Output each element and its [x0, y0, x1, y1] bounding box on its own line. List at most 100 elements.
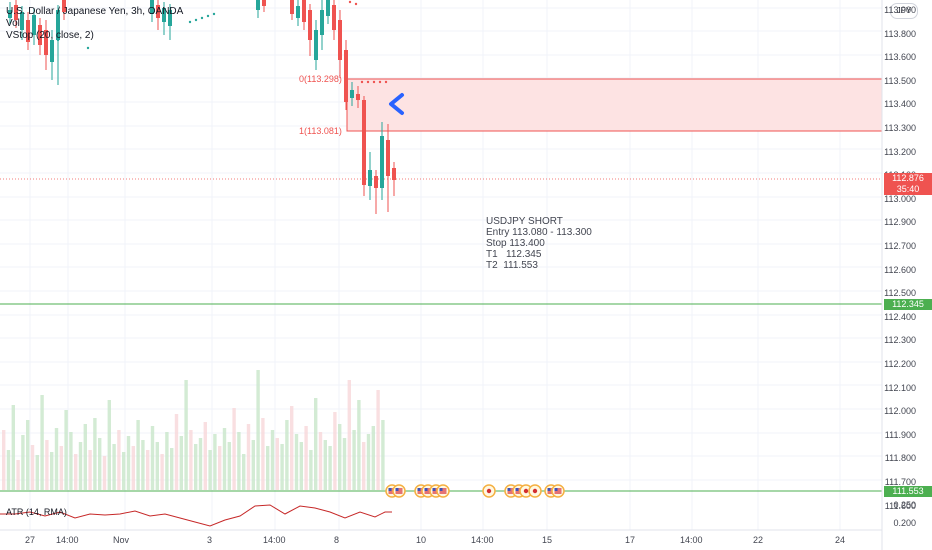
volume-bar: [78, 442, 83, 490]
volume-bar: [280, 444, 284, 490]
candle-body: [320, 10, 324, 35]
volume-bar: [246, 424, 251, 490]
volume-bar: [83, 424, 87, 490]
volume-bar: [266, 446, 270, 490]
volume-bar: [146, 450, 150, 490]
volume-bar: [126, 436, 131, 490]
arrow-left-icon: [389, 93, 404, 115]
volume-bar: [318, 432, 323, 490]
volume-bar: [189, 430, 193, 490]
price-axis-label: 113.500: [884, 75, 916, 86]
candle-body: [26, 20, 30, 42]
volume-bar: [198, 438, 203, 490]
time-axis-label: 24: [835, 535, 846, 545]
us-flag-icon: [432, 488, 436, 491]
volume-bar: [362, 442, 366, 490]
price-axis-label: 112.300: [884, 335, 916, 346]
candle-body: [156, 5, 160, 18]
vstop-indicator-label[interactable]: VStop (20, close, 2): [6, 30, 94, 41]
vol-indicator-label[interactable]: Vol: [6, 18, 20, 29]
time-axis-label: 3: [207, 535, 213, 545]
volume-bar: [112, 444, 116, 490]
candle-body: [44, 30, 48, 55]
volume-bar: [117, 430, 121, 490]
us-flag-icon: [395, 488, 399, 491]
current-price-tag: 112.876 35:40: [884, 173, 932, 195]
volume-bar: [194, 444, 198, 490]
time-axis-label: 17: [625, 535, 636, 545]
price-axis-label: 111.800: [884, 453, 916, 464]
volume-bar: [208, 450, 212, 490]
price-axis-label: 113.900: [884, 5, 916, 15]
trade-note[interactable]: USDJPY SHORT Entry 113.080 - 113.300 Sto…: [486, 216, 592, 271]
volume-bar: [2, 430, 6, 490]
volume-bar: [299, 442, 303, 490]
candle-body: [338, 20, 342, 60]
candle-body: [350, 90, 354, 98]
volume-bar: [6, 450, 11, 490]
volume-bar: [16, 460, 20, 490]
volume-bar: [290, 406, 294, 490]
vstop-dot: [206, 14, 210, 18]
price-axis-label: 111.600: [884, 500, 916, 511]
volume-bar: [338, 424, 342, 490]
currency-button[interactable]: JPY: [890, 3, 918, 19]
us-flag-icon: [424, 488, 432, 494]
volume-bar: [381, 420, 385, 490]
atr-indicator-label[interactable]: ATR (14, RMA): [6, 507, 67, 517]
candle-body: [356, 94, 360, 100]
us-flag-icon: [554, 488, 558, 491]
candle-body: [386, 140, 390, 176]
symbol-title[interactable]: U.S. Dollar / Japanese Yen, 3h, OANDA: [6, 6, 184, 17]
volume-bar: [155, 442, 159, 490]
entry-zone: [346, 78, 883, 132]
volume-bar: [294, 434, 299, 490]
candle-body: [150, 0, 154, 14]
vstop-dot: [348, 0, 352, 4]
volume-bar: [64, 410, 68, 490]
candle-body: [392, 168, 396, 180]
price-axis-label: 113.600: [884, 52, 916, 63]
vstop-dot: [200, 16, 204, 20]
volume-bar: [342, 438, 347, 490]
us-flag-icon: [547, 488, 555, 494]
candle-body: [14, 5, 18, 20]
fib-level-1-label: 1(113.081): [299, 126, 342, 136]
candle-body: [32, 15, 36, 35]
volume-bars: [2, 370, 385, 490]
volume-bar: [371, 426, 375, 490]
candle-body: [332, 5, 336, 30]
volume-bar: [26, 420, 30, 490]
volume-bar: [347, 380, 351, 490]
volume-bar: [366, 434, 371, 490]
vstop-dot: [354, 2, 358, 6]
t2-price-tag: 111.553: [884, 486, 932, 497]
candle-body: [162, 8, 166, 22]
candle-body: [296, 6, 300, 18]
candle-body: [368, 170, 372, 186]
volume-bar: [93, 418, 97, 490]
volume-bar: [251, 440, 255, 490]
volume-bar: [309, 450, 313, 490]
volume-bar: [256, 370, 260, 490]
volume-bar: [261, 418, 265, 490]
atr-tick: 0.200: [893, 518, 916, 528]
candle-body: [20, 12, 24, 30]
volume-bar: [237, 432, 241, 490]
volume-bar: [30, 445, 35, 490]
volume-bar: [203, 422, 207, 490]
volume-bar: [213, 434, 217, 490]
volume-bar: [160, 454, 164, 490]
candle-body: [262, 0, 266, 6]
candle-body: [62, 0, 66, 12]
jp-flag-icon: [523, 488, 529, 494]
t1-price-tag: 112.345: [884, 299, 932, 310]
price-axis-label: 113.200: [884, 146, 916, 157]
time-axis-label: 14:00: [263, 535, 286, 545]
candle-body: [8, 10, 12, 18]
volume-bar: [21, 435, 25, 490]
us-flag-icon: [388, 488, 392, 491]
price-axis-label: 112.500: [884, 288, 916, 299]
time-axis-label: 14:00: [680, 535, 703, 545]
